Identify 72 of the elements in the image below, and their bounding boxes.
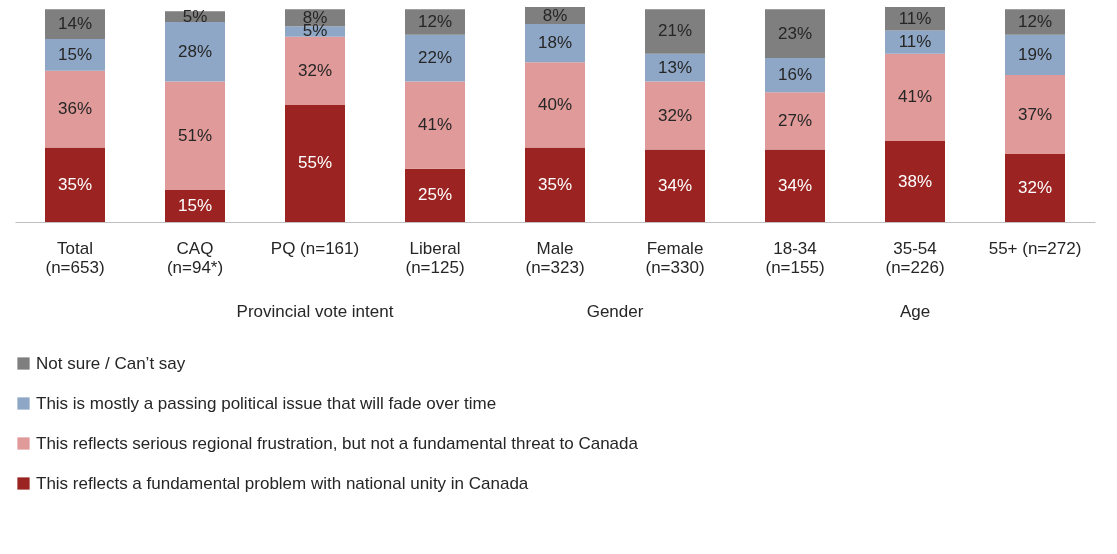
x-tick-label: Male (n=323): [525, 238, 585, 277]
bar: [525, 62, 585, 148]
data-label: 11%: [898, 32, 932, 52]
data-label: 8%: [542, 5, 568, 25]
text: Gender: [586, 302, 644, 321]
data-label: 34%: [777, 175, 813, 195]
x-tick-label: CAQ (n=94*): [166, 238, 224, 277]
data-label: 12%: [417, 11, 453, 31]
bar: [285, 36, 345, 105]
bar: [525, 147, 585, 222]
bar: [765, 92, 825, 150]
data-label: 25%: [417, 185, 453, 205]
bar: [645, 81, 705, 150]
bar: [285, 104, 345, 222]
bar: [765, 9, 825, 59]
legend-label: This reflects serious regional frustration, but not a fundamental threat to Canada: [36, 433, 639, 453]
bar: [405, 34, 465, 82]
data-label: 32%: [1017, 177, 1053, 197]
data-label: 23%: [777, 23, 813, 43]
data-label: 41%: [417, 115, 453, 135]
bar: [1005, 34, 1065, 76]
data-label: 22%: [417, 48, 453, 68]
data-label: 41%: [897, 87, 933, 107]
data-label: 13%: [657, 57, 693, 77]
x-tick-label: 18-34 (n=155): [765, 238, 825, 277]
data-label: 32%: [297, 60, 333, 80]
bar: [885, 53, 945, 142]
data-label: 27%: [777, 110, 813, 130]
bar: [1005, 75, 1065, 154]
data-label: 35%: [57, 174, 93, 194]
bar: [645, 149, 705, 222]
data-label: 35%: [537, 174, 573, 194]
x-tick-label: 35-54 (n=226): [885, 238, 945, 277]
bar: [765, 149, 825, 222]
bar: [45, 147, 105, 222]
data-label: 28%: [177, 41, 213, 61]
legend-label: This is mostly a passing political issue that will fade over time: [36, 393, 497, 413]
data-label: 37%: [1017, 104, 1053, 124]
x-tick-label: Liberal (n=125): [405, 238, 465, 277]
data-label: 55%: [297, 153, 333, 173]
x-tick-label: 55+ (n=272): [988, 238, 1082, 258]
x-tick-label: Female (n=330): [645, 238, 705, 277]
x-tick-label: PQ (n=161): [270, 238, 360, 258]
bar: [1005, 153, 1065, 222]
bar: [165, 81, 225, 191]
bar: [405, 81, 465, 169]
data-label: 14%: [57, 14, 93, 34]
data-label: 51%: [177, 125, 213, 145]
legend-label: This reflects a fundamental problem with national unity in Canada: [36, 473, 529, 493]
data-label: 40%: [537, 94, 573, 114]
data-label: 34%: [657, 175, 693, 195]
bar: [165, 21, 225, 82]
bar: [45, 70, 105, 148]
bar: [645, 9, 705, 54]
data-label: 16%: [777, 65, 813, 85]
data-label: 19%: [1017, 44, 1053, 64]
data-label: 18%: [537, 33, 573, 53]
data-label: 5%: [182, 6, 208, 26]
data-label: 15%: [57, 44, 93, 64]
data-label: 11%: [898, 8, 932, 28]
text: Age: [899, 302, 931, 321]
text: Provincial vote intent: [236, 302, 394, 321]
data-label: 21%: [657, 21, 693, 41]
legend-label: Not sure / Can’t say: [36, 353, 186, 373]
data-label: 32%: [657, 105, 693, 125]
bar: [885, 141, 945, 222]
data-label: 36%: [57, 99, 93, 119]
data-label: 12%: [1017, 11, 1053, 31]
x-tick-label: Total (n=653): [45, 238, 105, 277]
data-label: 38%: [897, 171, 933, 191]
data-label: 15%: [177, 196, 213, 216]
bar: [405, 168, 465, 222]
